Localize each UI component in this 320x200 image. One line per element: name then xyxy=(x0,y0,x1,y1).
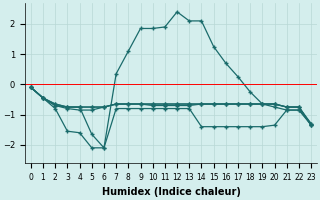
X-axis label: Humidex (Indice chaleur): Humidex (Indice chaleur) xyxy=(101,187,240,197)
